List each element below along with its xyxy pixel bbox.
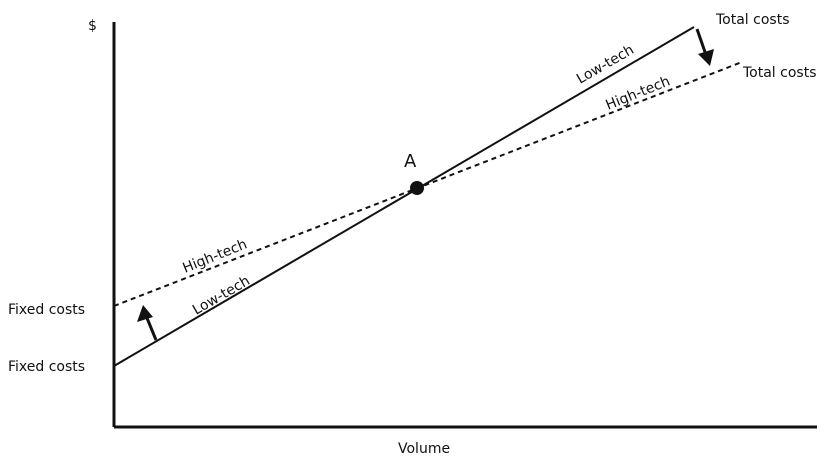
low-tech-line — [113, 26, 695, 367]
point-a-marker — [410, 181, 424, 195]
total-cost-shift-arrow-shaft — [695, 28, 707, 53]
high-tech-left-label: High-tech — [181, 236, 250, 276]
high-tech-line — [113, 61, 743, 307]
x-axis-label: Volume — [398, 441, 450, 457]
fixed-cost-shift-arrow-shaft — [145, 317, 158, 341]
total-costs-high-label: Total costs — [742, 65, 817, 81]
point-a-label: A — [404, 151, 417, 172]
low-tech-right-label: Low-tech — [574, 42, 637, 88]
total-costs-low-label: Total costs — [715, 12, 790, 28]
down-arrow-icon — [698, 49, 714, 66]
fixed-costs-high-label: Fixed costs — [8, 302, 85, 318]
fixed-costs-low-label: Fixed costs — [8, 359, 85, 375]
low-tech-left-label: Low-tech — [190, 273, 253, 319]
y-axis-label: $ — [88, 18, 97, 34]
up-arrow-icon — [137, 305, 153, 322]
